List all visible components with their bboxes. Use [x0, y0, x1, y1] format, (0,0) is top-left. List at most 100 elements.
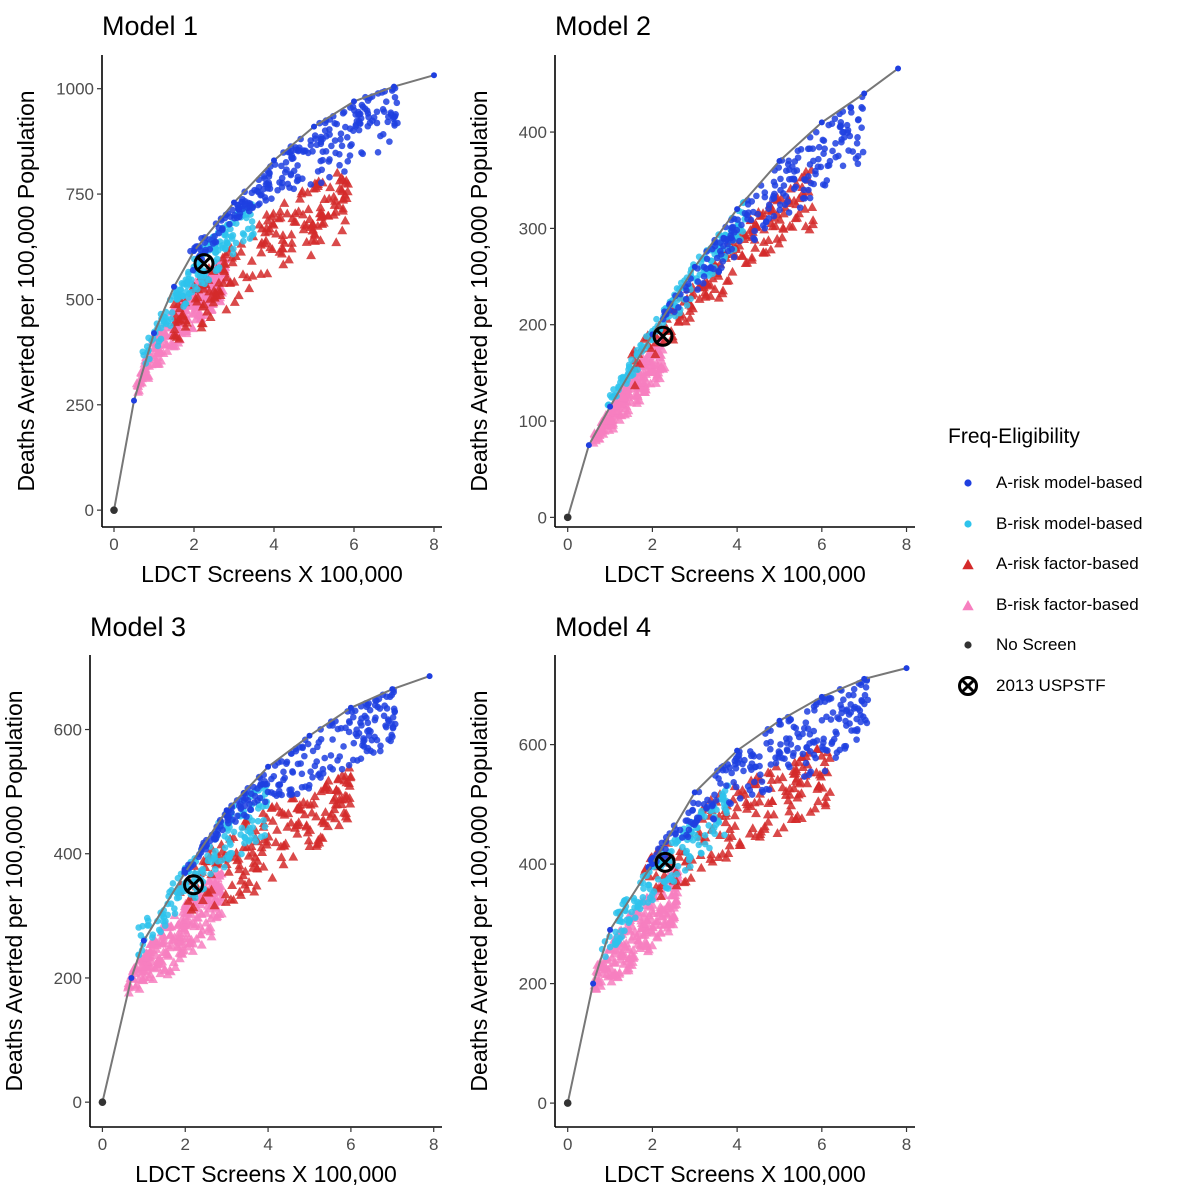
data-point	[650, 349, 661, 358]
data-point	[147, 956, 157, 966]
data-point	[319, 135, 326, 143]
data-point	[701, 813, 708, 821]
data-point	[205, 913, 216, 923]
data-point	[597, 968, 608, 978]
data-point	[373, 697, 380, 704]
y-tick-label: 200	[54, 969, 82, 988]
series-a-risk-model-based	[645, 676, 872, 871]
frontier-point	[131, 397, 137, 404]
data-point	[665, 903, 676, 913]
data-point	[799, 195, 807, 202]
data-point	[282, 821, 293, 831]
data-point	[341, 808, 351, 818]
data-point	[721, 831, 728, 839]
data-point	[805, 806, 816, 816]
data-point	[854, 116, 862, 124]
data-point	[306, 807, 317, 817]
data-point	[231, 251, 241, 261]
no-screen-point	[110, 506, 118, 514]
data-point	[135, 924, 142, 931]
data-point	[187, 945, 198, 955]
data-point	[841, 743, 848, 750]
data-point	[725, 799, 733, 806]
frontier-point	[734, 206, 741, 213]
frontier-point	[691, 263, 698, 270]
data-point	[260, 238, 271, 248]
data-point	[660, 878, 668, 885]
data-point	[316, 207, 327, 217]
data-point	[721, 852, 732, 862]
data-point	[787, 221, 798, 231]
data-point	[168, 309, 176, 316]
legend-item: B-risk model-based	[940, 504, 1180, 545]
data-point	[823, 713, 830, 721]
data-point	[809, 738, 817, 746]
data-point	[770, 195, 778, 202]
data-point	[220, 897, 231, 906]
data-point	[701, 840, 709, 848]
data-point	[162, 346, 173, 355]
legend-item: A-risk model-based	[940, 463, 1180, 504]
data-point	[751, 778, 758, 786]
frontier-point	[776, 157, 783, 164]
data-point	[282, 159, 290, 166]
data-point	[256, 794, 264, 802]
data-point	[319, 770, 327, 777]
legend-label: A-risk model-based	[996, 473, 1143, 493]
data-point	[174, 953, 185, 963]
data-point	[847, 701, 854, 708]
frontier-point	[776, 717, 783, 724]
data-point	[140, 371, 151, 381]
data-point	[261, 823, 269, 831]
data-point	[784, 806, 795, 816]
data-point	[364, 97, 372, 104]
data-point	[361, 736, 368, 744]
data-point	[700, 291, 711, 301]
data-point	[784, 198, 791, 205]
data-point	[722, 807, 730, 814]
data-point	[788, 766, 799, 775]
data-point	[761, 247, 771, 257]
data-point	[307, 181, 315, 188]
frontier-point	[347, 704, 354, 711]
panel-model-2: Model 2 0 100 200 300 400 0 2 4 6 8 LDCT Screens X …	[466, 11, 915, 587]
data-point	[790, 175, 798, 182]
data-point	[295, 804, 306, 814]
legend-item: No Screen	[940, 625, 1180, 666]
data-point	[306, 250, 317, 260]
data-point	[254, 219, 265, 229]
data-point	[632, 389, 643, 399]
data-point	[854, 160, 862, 168]
data-point	[858, 124, 865, 131]
data-point	[358, 101, 366, 109]
data-point	[835, 715, 843, 723]
data-point	[338, 765, 346, 773]
data-point	[209, 900, 220, 910]
data-point	[802, 759, 810, 767]
data-point	[776, 201, 784, 208]
data-point	[821, 767, 829, 775]
data-point	[642, 918, 652, 928]
data-point	[309, 148, 316, 155]
data-point	[271, 801, 282, 811]
data-point	[778, 822, 789, 832]
data-point	[757, 771, 764, 779]
data-point	[774, 238, 784, 248]
data-point	[790, 185, 798, 192]
data-point	[239, 205, 246, 213]
data-point	[679, 843, 686, 851]
data-point	[644, 899, 652, 906]
data-point	[166, 322, 174, 329]
data-point	[740, 767, 747, 775]
legend-label: B-risk factor-based	[996, 594, 1139, 614]
data-point	[802, 719, 810, 726]
series-a-risk-factor-based	[168, 167, 354, 343]
data-point	[252, 863, 263, 873]
data-point	[730, 779, 737, 786]
data-point	[391, 93, 399, 101]
data-point	[216, 881, 227, 891]
data-point	[824, 752, 835, 762]
data-point	[256, 782, 264, 789]
data-point	[280, 776, 287, 784]
data-point	[712, 797, 720, 804]
